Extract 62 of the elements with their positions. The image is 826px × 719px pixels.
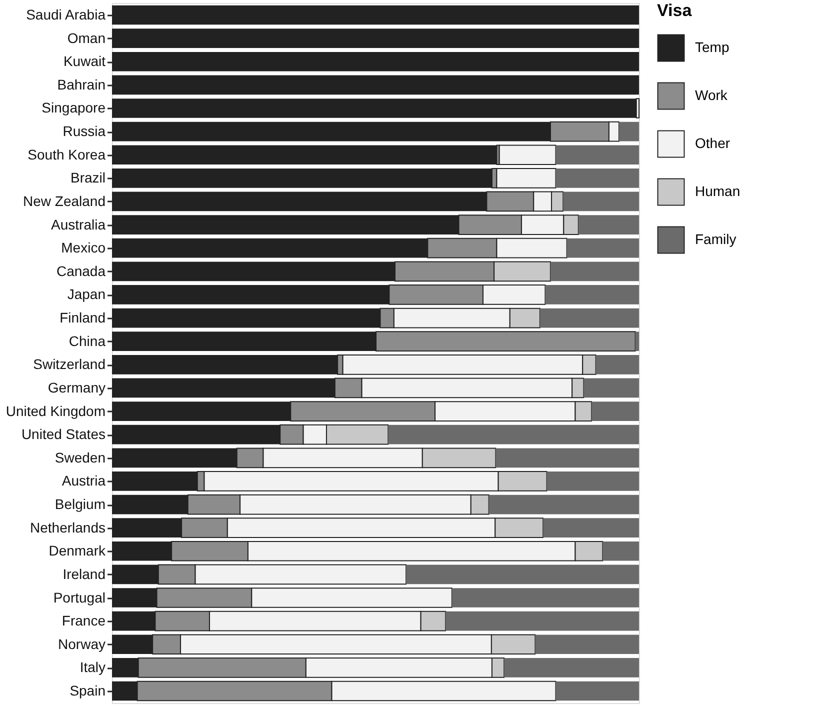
bar [592, 402, 639, 421]
legend-label: Work [695, 87, 728, 103]
bar [546, 472, 639, 491]
y-tick-label: Russia [62, 123, 106, 140]
legend-label: Temp [695, 39, 730, 55]
y-tick-label: Austria [62, 472, 106, 489]
y-tick-label: Brazil [70, 170, 106, 186]
y-tick-label: Singapore [42, 100, 106, 116]
bar [550, 262, 639, 282]
legend-label: Human [695, 183, 740, 199]
bar [446, 611, 639, 631]
bar [488, 494, 639, 514]
y-tick-label: Germany [48, 379, 106, 396]
legend-title: Visa [657, 1, 692, 20]
y-tick-label: United Kingdom [6, 402, 106, 419]
bar [578, 215, 639, 234]
bar [618, 122, 639, 142]
y-tick-label: China [68, 332, 106, 349]
bar [504, 658, 639, 678]
y-tick-label: Switzerland [33, 356, 106, 372]
bar [535, 634, 639, 654]
bar [563, 192, 639, 212]
y-tick-label: Norway [58, 636, 106, 652]
bar [545, 285, 639, 304]
bar [406, 564, 639, 584]
bar [566, 238, 639, 258]
y-tick-label: Bahrain [57, 76, 106, 92]
y-tick-label: Spain [70, 682, 106, 698]
bar [635, 332, 639, 352]
y-tick-label: South Korea [28, 146, 106, 162]
y-tick-label: Saudi Arabia [26, 6, 106, 23]
legend-label: Other [695, 135, 730, 151]
y-tick-label: Ireland [62, 566, 106, 582]
bar [584, 378, 639, 398]
y-tick-label: Denmark [48, 542, 106, 559]
y-tick-label: France [62, 612, 106, 629]
y-tick-label: Finland [60, 310, 106, 326]
y-tick-label: Australia [51, 216, 106, 232]
legend-label: Family [695, 231, 736, 247]
bar [498, 144, 556, 166]
y-tick-label: Sweden [54, 449, 106, 466]
bar [496, 448, 639, 468]
y-tick-label: Mexico [61, 240, 106, 256]
bar [556, 681, 639, 701]
y-tick-label: Belgium [54, 496, 106, 512]
y-tick-label: Canada [56, 262, 106, 279]
y-tick-label: United States [21, 426, 106, 442]
y-tick-label: Japan [67, 286, 106, 302]
bar [556, 145, 639, 165]
bar [388, 424, 639, 444]
bar [596, 354, 639, 374]
bar [556, 168, 639, 188]
y-tick-label: Netherlands [30, 519, 106, 536]
y-tick-label: Kuwait [63, 53, 106, 70]
bar [543, 518, 639, 538]
bar [540, 308, 639, 328]
y-tick-label: Portugal [53, 589, 106, 606]
y-tick-label: Italy [80, 659, 106, 676]
bar [602, 541, 639, 561]
y-tick-label: Oman [67, 30, 106, 46]
y-tick-label: New Zealand [23, 192, 106, 209]
bar [452, 588, 639, 608]
